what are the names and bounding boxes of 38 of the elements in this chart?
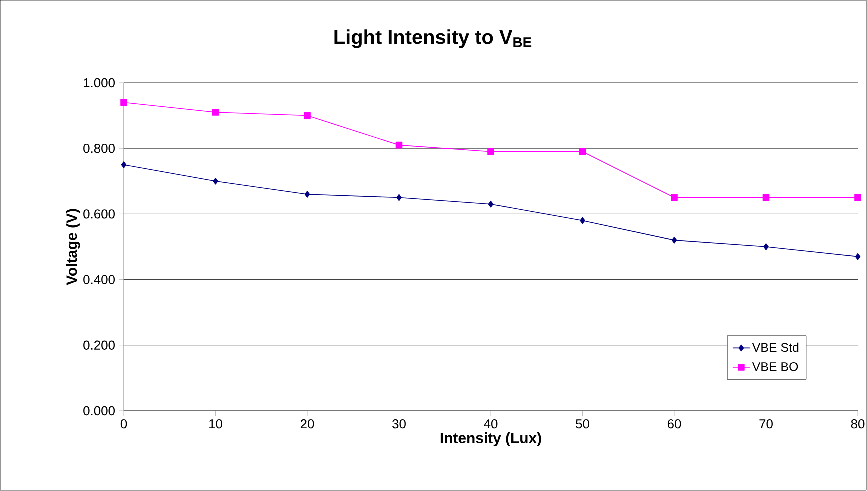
point bbox=[488, 148, 494, 156]
x-tick-label: 50 bbox=[576, 420, 590, 429]
point bbox=[764, 244, 769, 250]
point bbox=[120, 99, 128, 106]
x-tick-label: 10 bbox=[210, 420, 222, 429]
point bbox=[672, 237, 678, 244]
point bbox=[854, 194, 862, 202]
x-tick-label: 20 bbox=[300, 420, 314, 429]
point bbox=[579, 148, 586, 156]
point bbox=[213, 178, 218, 185]
point bbox=[304, 112, 311, 120]
x-tick-label: 60 bbox=[668, 420, 682, 429]
y-axis-title: Voltage (V) bbox=[66, 209, 80, 286]
y-tick-label: 1.000 bbox=[84, 78, 115, 88]
point bbox=[396, 194, 402, 202]
point bbox=[212, 109, 220, 116]
y-tick-label: 0.400 bbox=[84, 275, 115, 284]
point bbox=[121, 162, 127, 168]
y-tick-label: 0.000 bbox=[84, 406, 115, 416]
point bbox=[762, 194, 770, 202]
point bbox=[488, 200, 494, 208]
y-tick-label: 0.600 bbox=[84, 210, 115, 219]
x-tick-label: 0 bbox=[120, 420, 128, 429]
x-tick-label: 30 bbox=[392, 420, 406, 429]
point bbox=[580, 217, 586, 224]
y-tick-label: 0.200 bbox=[84, 340, 115, 350]
x-tick-label: 80 bbox=[851, 420, 865, 429]
point bbox=[671, 194, 678, 202]
y-tick-label: 0.800 bbox=[84, 144, 115, 154]
point bbox=[396, 142, 403, 149]
x-tick-label: 40 bbox=[484, 420, 498, 429]
point bbox=[855, 253, 861, 260]
x-tick-label: 70 bbox=[760, 420, 773, 429]
legend-label: VBE Std bbox=[752, 342, 799, 352]
legend-label: VBE BO bbox=[752, 362, 798, 372]
x-axis-title: Intensity (Lux) bbox=[440, 432, 542, 446]
chart-title: Light Intensity to V$_{BE}$ bbox=[334, 30, 532, 48]
point bbox=[304, 191, 310, 198]
